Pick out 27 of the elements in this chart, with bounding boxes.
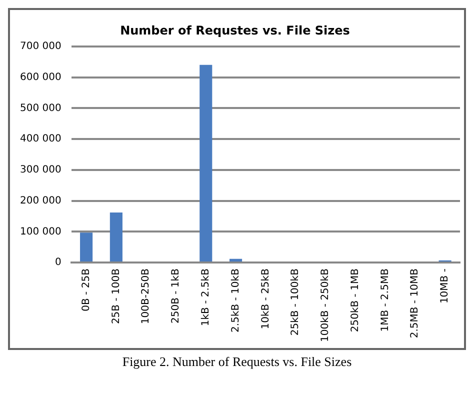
chart-title: Number of Requstes vs. File Sizes — [120, 23, 350, 38]
x-tick-label: 1kB - 2.5kB — [200, 268, 212, 326]
x-tick-label: 10MB - — [440, 268, 451, 304]
y-tick-label: 200 000 — [20, 195, 62, 206]
x-tick-label: 250B - 1kB — [170, 268, 182, 324]
y-tick-label: 0 — [54, 257, 62, 268]
x-tick-label: 25B - 100B — [110, 268, 122, 324]
x-tick-label: 250kB - 1MB — [350, 268, 361, 332]
x-tick-label: 100kB - 250kB — [320, 268, 332, 342]
x-tick-label: 100B-250B — [140, 268, 152, 324]
y-tick-label: 700 000 — [20, 40, 62, 52]
y-tick-label: 300 000 — [20, 164, 62, 176]
caption: Figure 2. Number of Requests vs. File Sizes — [121, 354, 353, 370]
x-tick-label: 1MB - 2.5MB — [380, 268, 391, 332]
bar — [110, 212, 122, 262]
x-tick-label: 10kB - 25kB — [260, 268, 272, 330]
x-tick-label: 2.5kB - 10kB — [230, 268, 242, 332]
y-tick-label: 100 000 — [20, 226, 62, 238]
bar — [200, 64, 212, 262]
bar — [230, 258, 242, 262]
x-tick-label: 2.5MB - 10MB — [410, 268, 421, 338]
y-tick-label: 400 000 — [20, 134, 62, 145]
x-tick-label: 25kB - 100kB — [290, 268, 302, 336]
y-tick-label: 500 000 — [20, 102, 62, 114]
bar — [80, 232, 93, 262]
x-tick-label: 0B - 25B — [80, 268, 92, 312]
y-tick-label: 600 000 — [20, 72, 62, 83]
